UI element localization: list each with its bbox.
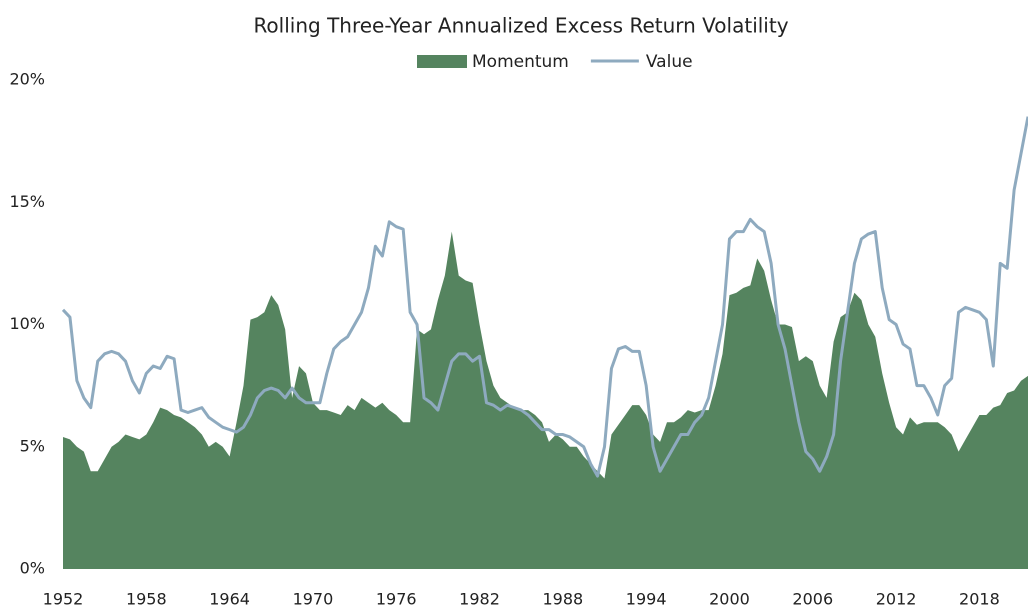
x-tick-label: 2006 — [792, 590, 833, 609]
area — [63, 231, 1028, 569]
x-tick-label: 1952 — [43, 590, 84, 609]
x-tick-label: 2018 — [959, 590, 1000, 609]
y-tick-label: 5% — [20, 436, 45, 455]
x-tick-label: 2012 — [876, 590, 917, 609]
y-tick-label: 15% — [9, 192, 45, 211]
x-tick-label: 1976 — [376, 590, 417, 609]
y-tick-label: 0% — [20, 559, 45, 578]
chart-title: Rolling Three-Year Annualized Excess Ret… — [253, 14, 788, 38]
legend-label: Momentum — [472, 52, 569, 72]
x-tick-label: 2000 — [709, 590, 750, 609]
legend-label: Value — [646, 52, 693, 72]
x-tick-label: 1982 — [459, 590, 500, 609]
legend-swatch — [417, 55, 467, 68]
y-tick-label: 10% — [9, 314, 45, 333]
line — [61, 116, 1028, 478]
x-tick-label: 1994 — [626, 590, 667, 609]
x-tick-label: 1970 — [293, 590, 334, 609]
x-tick-label: 1988 — [542, 590, 583, 609]
x-tick-label: 1964 — [209, 590, 250, 609]
y-tick-label: 20% — [9, 70, 45, 89]
x-tick-label: 1958 — [126, 590, 167, 609]
